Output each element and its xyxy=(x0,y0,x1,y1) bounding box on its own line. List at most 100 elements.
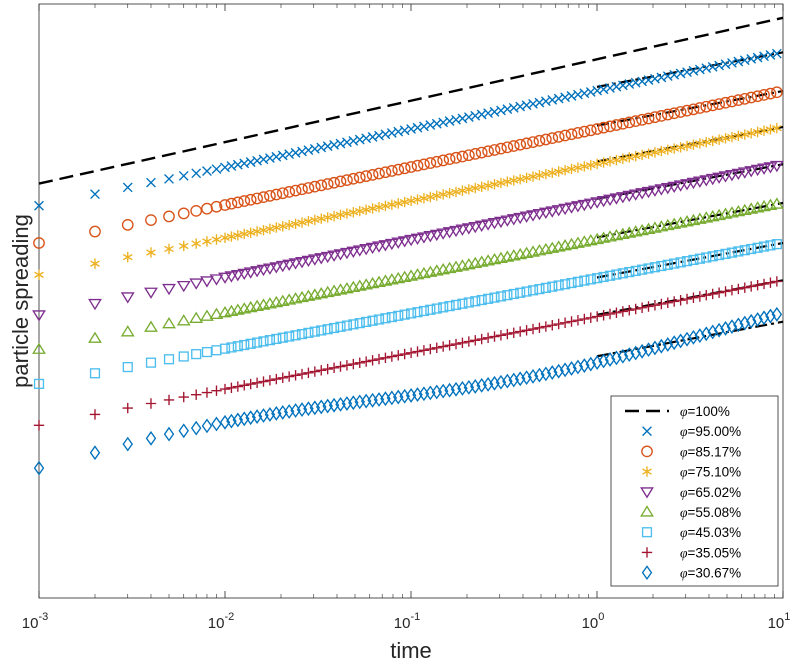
data-point xyxy=(252,226,262,237)
data-point xyxy=(309,214,320,226)
data-point xyxy=(314,253,329,265)
data-point xyxy=(668,107,681,120)
data-point xyxy=(283,186,296,198)
data-point xyxy=(442,227,457,239)
data-point xyxy=(189,278,204,290)
data-point xyxy=(629,115,642,127)
data-point xyxy=(552,130,565,143)
data-point xyxy=(89,225,101,238)
data-point xyxy=(232,230,243,241)
data-point xyxy=(547,281,558,292)
data-point xyxy=(436,228,451,240)
data-point xyxy=(584,124,597,137)
data-point xyxy=(418,305,430,317)
data-point xyxy=(341,174,353,186)
data-point xyxy=(290,330,301,341)
data-point xyxy=(191,238,202,249)
data-point xyxy=(333,249,348,261)
data-point xyxy=(681,293,693,305)
data-point xyxy=(309,366,321,377)
data-point xyxy=(224,271,239,283)
data-point xyxy=(713,98,725,110)
data-point xyxy=(769,197,784,209)
data-point xyxy=(694,253,705,264)
data-point xyxy=(515,287,526,298)
data-point xyxy=(771,306,783,322)
x-tick-label: 100 xyxy=(582,611,605,632)
series-1 xyxy=(34,48,782,211)
data-point xyxy=(211,416,222,432)
legend-label: φ=55.08% xyxy=(680,505,741,520)
data-point xyxy=(564,202,579,214)
data-point xyxy=(425,343,436,355)
data-point xyxy=(327,250,342,262)
series-5 xyxy=(32,197,784,354)
data-point xyxy=(764,87,777,100)
data-point xyxy=(726,285,738,296)
data-point xyxy=(239,228,250,240)
data-point xyxy=(489,292,500,303)
data-point xyxy=(178,351,189,362)
data-point xyxy=(431,342,442,353)
data-point xyxy=(322,212,333,223)
data-point xyxy=(622,190,637,203)
data-point xyxy=(265,223,275,235)
data-point xyxy=(737,167,752,179)
data-point xyxy=(301,255,316,268)
x-tick-exponent: -2 xyxy=(224,611,234,623)
data-point xyxy=(765,240,776,251)
legend-marker xyxy=(641,547,653,558)
legend-label: φ=95.00% xyxy=(680,424,741,439)
data-point xyxy=(257,191,270,204)
data-point xyxy=(346,246,361,258)
x-tick-exponent: 1 xyxy=(784,611,790,623)
data-point xyxy=(360,356,372,367)
data-point xyxy=(251,377,263,389)
data-point xyxy=(367,203,378,214)
data-point xyxy=(771,48,782,59)
data-point xyxy=(444,187,455,199)
data-point xyxy=(615,192,630,204)
data-point xyxy=(469,148,482,160)
x-tick-base: 10 xyxy=(394,615,411,632)
x-tick-label: 10-3 xyxy=(22,611,48,632)
data-point xyxy=(258,376,269,387)
data-point xyxy=(120,325,135,337)
data-point xyxy=(341,320,353,331)
data-point xyxy=(417,232,431,244)
data-point xyxy=(494,216,508,229)
data-point xyxy=(547,320,558,331)
fit-line-series-6 xyxy=(596,241,784,279)
data-point xyxy=(656,260,667,272)
data-point xyxy=(560,165,570,176)
data-point xyxy=(682,140,692,152)
legend-marker xyxy=(642,466,652,477)
data-point xyxy=(495,291,507,302)
data-point xyxy=(190,205,203,217)
data-point xyxy=(673,180,688,192)
legend-value: =65.02% xyxy=(687,485,741,500)
data-point xyxy=(373,314,385,325)
data-point xyxy=(384,238,399,251)
data-point xyxy=(230,269,245,282)
data-point xyxy=(656,298,667,310)
legend-box xyxy=(610,395,779,587)
data-point xyxy=(237,268,252,281)
data-point xyxy=(277,332,288,343)
data-point xyxy=(177,207,190,220)
data-point xyxy=(373,167,385,180)
data-point xyxy=(361,316,372,328)
data-point xyxy=(220,232,230,244)
data-point xyxy=(514,138,527,151)
data-point xyxy=(571,201,585,213)
data-point xyxy=(765,277,776,288)
data-point xyxy=(328,322,340,334)
x-tick-exponent: -3 xyxy=(38,611,48,623)
data-point xyxy=(122,361,133,373)
data-point xyxy=(553,280,564,291)
data-point xyxy=(726,95,738,108)
data-point xyxy=(303,367,314,379)
data-point xyxy=(707,251,718,262)
data-point xyxy=(334,175,347,188)
data-point xyxy=(178,170,189,181)
